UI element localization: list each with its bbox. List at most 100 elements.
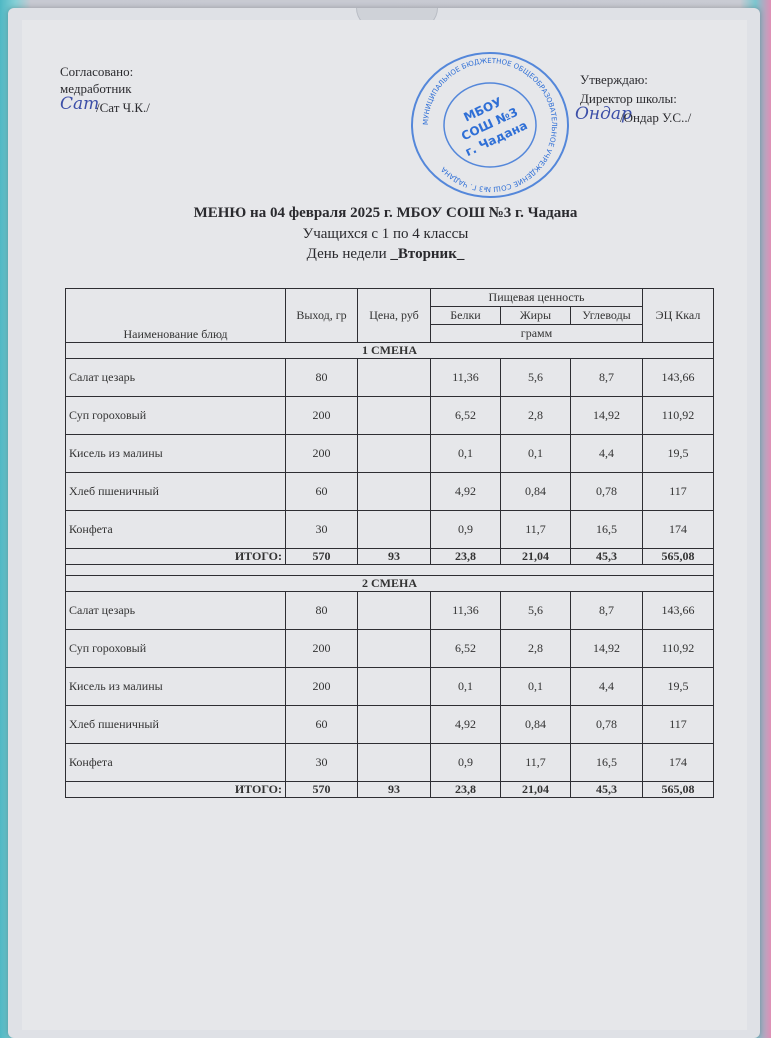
cell: 6,52 <box>430 629 501 668</box>
cell <box>357 705 431 744</box>
cell: Салат цезарь <box>65 358 286 397</box>
cell: 174 <box>642 743 715 782</box>
cell <box>357 434 431 473</box>
table-row: Салат цезарь 80 11,36 5,6 8,7 143,66 <box>65 591 715 630</box>
page-subtitle: Учащихся с 1 по 4 классы <box>302 226 469 242</box>
cell: 5,6 <box>500 358 571 397</box>
cell <box>357 743 431 782</box>
spacer-row <box>64 564 715 576</box>
total-cell: ИТОГО: <box>65 781 286 798</box>
shift-title: 2 СМЕНА <box>64 575 715 592</box>
cell: 110,92 <box>642 629 715 668</box>
cell: 0,9 <box>430 510 501 549</box>
cell: 8,7 <box>569 358 644 397</box>
cell: 8,7 <box>569 591 644 630</box>
cell: 174 <box>642 510 715 549</box>
cell: 2,8 <box>500 629 571 668</box>
approval-left-role: медработник <box>60 81 132 96</box>
cell: 4,92 <box>430 705 501 744</box>
cell: Конфета <box>65 743 286 782</box>
header-name: Наименование блюд <box>65 288 286 343</box>
total-cell: 565,08 <box>642 548 715 565</box>
cell: 143,66 <box>642 358 715 397</box>
cell: Салат цезарь <box>65 591 286 630</box>
cell: 6,52 <box>430 396 501 435</box>
table-row: Хлеб пшеничный 60 4,92 0,84 0,78 117 <box>65 705 715 744</box>
cell <box>357 667 431 706</box>
cell <box>357 358 431 397</box>
total-cell: 565,08 <box>642 781 715 798</box>
cell: 0,84 <box>500 472 571 511</box>
cell: 4,4 <box>569 667 644 706</box>
total-cell: 93 <box>357 548 431 565</box>
total-cell: 21,04 <box>500 781 571 798</box>
cell: Хлеб пшеничный <box>65 705 286 744</box>
approval-right-role: Директор школы: <box>580 91 677 106</box>
cell <box>357 396 431 435</box>
approval-right-name: /Ондар У.С../ <box>620 110 692 125</box>
table-row: Конфета 30 0,9 11,7 16,5 174 <box>65 743 715 782</box>
total-cell: 45,3 <box>569 781 644 798</box>
approval-left-label: Согласовано: <box>60 64 134 79</box>
cell: 16,5 <box>569 510 644 549</box>
header-price: Цена, руб <box>357 288 431 343</box>
total-cell: 570 <box>285 781 358 798</box>
total-cell: 570 <box>285 548 358 565</box>
cell: 19,5 <box>642 667 715 706</box>
total-cell: ИТОГО: <box>65 548 286 565</box>
total-row: ИТОГО: 570 93 23,8 21,04 45,3 565,08 <box>65 548 715 565</box>
header-protein: Белки <box>430 306 501 325</box>
cell: 19,5 <box>642 434 715 473</box>
cell: 0,78 <box>569 705 644 744</box>
table-row: Хлеб пшеничный 60 4,92 0,84 0,78 117 <box>65 472 715 511</box>
weekday-value: _Вторник_ <box>390 246 465 262</box>
cell <box>357 591 431 630</box>
table-row: Конфета 30 0,9 11,7 16,5 174 <box>65 510 715 549</box>
total-cell: 21,04 <box>500 548 571 565</box>
cell: 0,1 <box>500 434 571 473</box>
shift-title: 1 СМЕНА <box>64 342 715 359</box>
table-row: Салат цезарь 80 11,36 5,6 8,7 143,66 <box>65 358 715 397</box>
cell: 14,92 <box>569 396 644 435</box>
header-fat: Жиры <box>500 306 571 325</box>
cell: 11,7 <box>500 743 571 782</box>
cell <box>357 629 431 668</box>
table-row: Суп гороховый 200 6,52 2,8 14,92 110,92 <box>65 396 715 435</box>
table-row: Суп гороховый 200 6,52 2,8 14,92 110,92 <box>65 629 715 668</box>
table-row: Кисель из малины 200 0,1 0,1 4,4 19,5 <box>65 667 715 706</box>
total-cell: 45,3 <box>569 548 644 565</box>
cell: 200 <box>285 434 358 473</box>
cell: Кисель из малины <box>65 434 286 473</box>
cell: 200 <box>285 667 358 706</box>
total-cell: 23,8 <box>430 781 501 798</box>
cell: 80 <box>285 358 358 397</box>
cell: Конфета <box>65 510 286 549</box>
cell: 0,1 <box>430 434 501 473</box>
signature-left: Cam <box>60 94 100 114</box>
cell: 0,1 <box>430 667 501 706</box>
cell: 117 <box>642 472 715 511</box>
cell: 30 <box>285 510 358 549</box>
cell: 11,7 <box>500 510 571 549</box>
cell <box>357 472 431 511</box>
school-stamp: МУНИЦИПАЛЬНОЕ БЮДЖЕТНОЕ ОБЩЕОБРАЗОВАТЕЛЬ… <box>411 52 569 198</box>
cell: 0,9 <box>430 743 501 782</box>
cell: 0,84 <box>500 705 571 744</box>
cell: 80 <box>285 591 358 630</box>
cell: 2,8 <box>500 396 571 435</box>
approval-left-name: /Сат Ч.К./ <box>96 100 150 115</box>
cell: 14,92 <box>569 629 644 668</box>
page-title: МЕНЮ на 04 февраля 2025 г. МБОУ СОШ №3 г… <box>193 205 578 221</box>
cell: Кисель из малины <box>65 667 286 706</box>
cell: Хлеб пшеничный <box>65 472 286 511</box>
header-carbs: Углеводы <box>569 306 644 325</box>
approval-right-label: Утверждаю: <box>580 72 648 87</box>
cell: 11,36 <box>430 358 501 397</box>
cell: 200 <box>285 629 358 668</box>
cell: Суп гороховый <box>65 396 286 435</box>
header-nutrition: Пищевая ценность <box>429 288 644 307</box>
cell: 143,66 <box>642 591 715 630</box>
total-cell: 93 <box>357 781 431 798</box>
cell: 60 <box>285 705 358 744</box>
cell: 30 <box>285 743 358 782</box>
